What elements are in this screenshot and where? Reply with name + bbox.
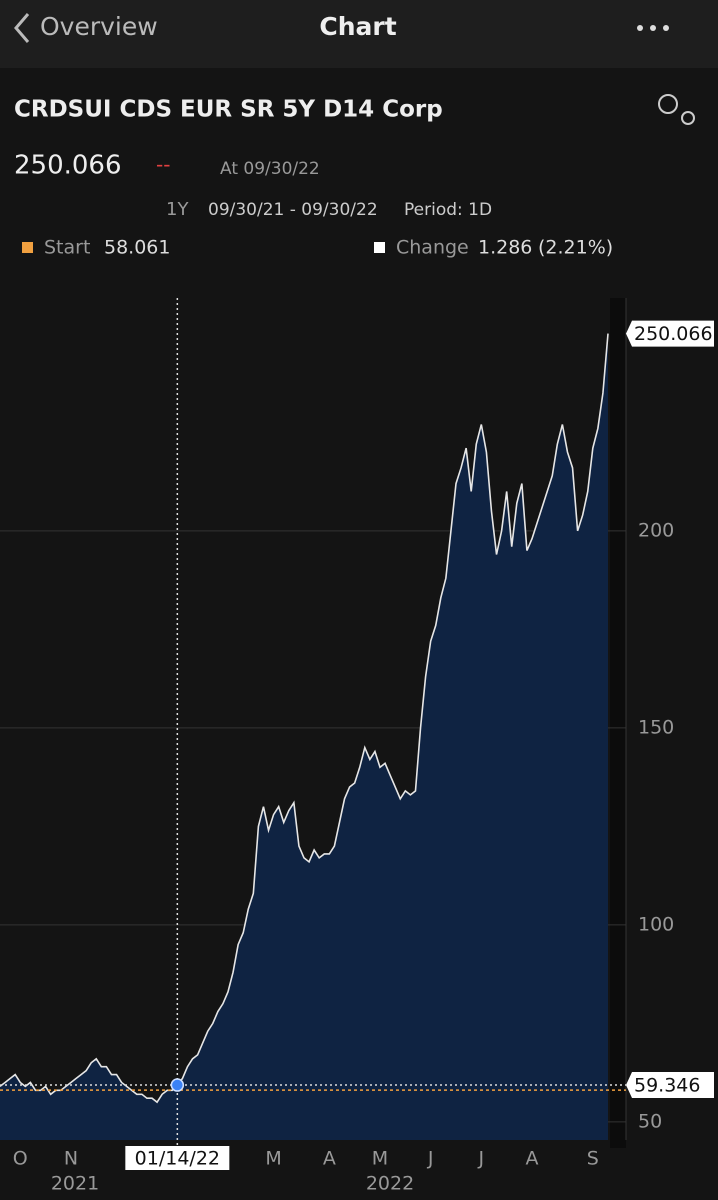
- axis-gap: [610, 298, 626, 1148]
- change-swatch: [374, 242, 385, 253]
- last-value-tag: 250.066: [634, 323, 713, 345]
- start-swatch: [22, 242, 33, 253]
- change-label: Change: [396, 237, 469, 259]
- area: [0, 333, 608, 1141]
- y-tick-label: 50: [638, 1110, 662, 1132]
- x-tick-label: O: [13, 1148, 28, 1170]
- x-tick-label: M: [265, 1148, 281, 1170]
- x-tick-label: J: [427, 1148, 434, 1170]
- back-link[interactable]: Overview: [40, 12, 158, 41]
- crosshair-value-tag-box: [626, 1072, 714, 1099]
- nav-title: Chart: [319, 12, 396, 41]
- last-value-tag-box: [626, 320, 714, 347]
- crosshair-date: 01/14/22: [135, 1148, 220, 1170]
- more-menu[interactable]: [637, 25, 669, 31]
- x-tick-label: J: [478, 1148, 485, 1170]
- x-tick-label: M: [372, 1148, 388, 1170]
- as-of: At 09/30/22: [220, 159, 320, 179]
- range[interactable]: 1Y: [166, 199, 189, 220]
- start-value: 58.061: [104, 237, 170, 259]
- change-flag: --: [156, 153, 170, 177]
- start-label: Start: [44, 237, 90, 259]
- line: [0, 333, 609, 1104]
- date-range: 09/30/21 - 09/30/22: [208, 200, 378, 220]
- y-tick-label: 100: [638, 913, 674, 935]
- change-value: 1.286: [478, 237, 532, 259]
- crosshair-date-box: [125, 1146, 230, 1170]
- y-tick-label: 200: [638, 519, 674, 541]
- x-tick-label: N: [64, 1148, 78, 1170]
- change-pct: (2.21%): [538, 237, 613, 259]
- x-tick-label: A: [526, 1148, 539, 1170]
- y-tick-label: 150: [638, 716, 674, 738]
- x-tick-label: A: [323, 1148, 336, 1170]
- x-tick-label: S: [587, 1148, 599, 1170]
- crosshair-point: [170, 1078, 185, 1092]
- security-title: CRDSUI CDS EUR SR 5Y D14 Corp: [14, 97, 443, 123]
- x-group-label: 2021: [51, 1173, 99, 1195]
- crosshair-value-tag: 59.346: [634, 1075, 700, 1097]
- nav-bar: [0, 0, 718, 68]
- settings-icon[interactable]: [658, 94, 695, 125]
- last-price: 250.066: [14, 151, 122, 181]
- back-icon[interactable]: [14, 13, 30, 43]
- period: Period: 1D: [404, 200, 492, 220]
- x-group-label: 2022: [366, 1173, 414, 1195]
